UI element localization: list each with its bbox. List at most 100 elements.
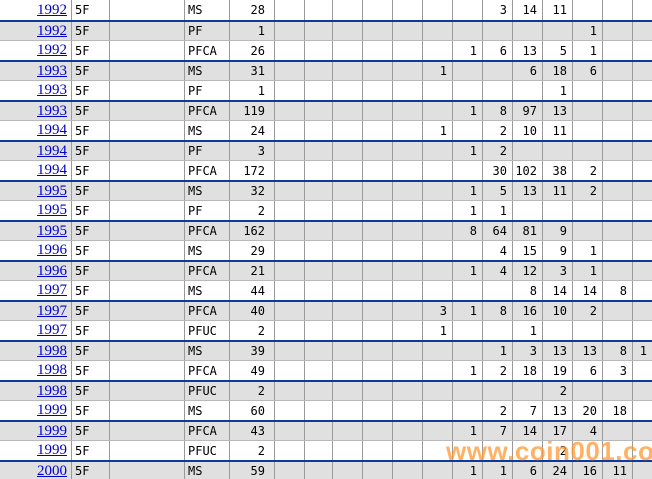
grade-cell: 6 — [483, 41, 513, 60]
grade-cell: 19 — [543, 361, 573, 380]
grade-cell — [573, 0, 603, 20]
grade-cell — [393, 41, 423, 60]
grade-cell: 13 — [543, 401, 573, 420]
total-cell-text: 21 — [250, 264, 265, 278]
variety-cell — [110, 182, 185, 200]
year-link[interactable]: 1996 — [37, 242, 67, 258]
grade-cell — [543, 142, 573, 160]
grade-cell-text: 1 — [499, 203, 507, 218]
type-cell: MS — [185, 281, 230, 300]
variety-cell — [110, 422, 185, 440]
year-link[interactable]: 1998 — [37, 342, 67, 359]
year-link[interactable]: 1995 — [37, 202, 67, 218]
grade-cell — [363, 361, 393, 380]
variety-cell — [110, 81, 185, 100]
grade-cell — [633, 81, 652, 100]
grade-cell — [393, 0, 423, 20]
year-link[interactable]: 1996 — [37, 262, 67, 279]
grade-cell — [573, 441, 603, 460]
year-link[interactable]: 1993 — [37, 102, 67, 119]
grade-cell-text: 1 — [439, 123, 447, 138]
year-cell: 1994 — [0, 161, 72, 180]
year-link[interactable]: 1992 — [37, 1, 67, 18]
type-cell: MS — [185, 121, 230, 140]
grade-cell — [305, 321, 333, 340]
table-row: 1998 5F MS 39 1 3 13 13 8 1 — [0, 340, 652, 360]
grade-cell — [363, 241, 393, 260]
total-cell-text: 39 — [250, 344, 265, 358]
variety-cell — [110, 281, 185, 300]
grade-cell — [305, 182, 333, 200]
year-link[interactable]: 1992 — [37, 22, 67, 39]
grade-cell: 1 — [423, 321, 453, 340]
variety-cell — [110, 361, 185, 380]
grade-cell — [305, 0, 333, 20]
grade-cell — [393, 462, 423, 479]
type-cell: PFCA — [185, 262, 230, 280]
year-link[interactable]: 1994 — [37, 142, 67, 159]
grade-cell-text: 6 — [529, 464, 537, 478]
year-link[interactable]: 1997 — [37, 282, 67, 298]
total-cell-text: 2 — [257, 203, 265, 218]
denomination-cell: 5F — [72, 62, 110, 80]
grade-cell: 5 — [543, 41, 573, 60]
grade-cell — [333, 361, 363, 380]
year-cell: 1993 — [0, 62, 72, 80]
year-cell: 1999 — [0, 422, 72, 440]
grade-cell — [275, 62, 305, 80]
type-cell: PFUC — [185, 321, 230, 340]
year-link[interactable]: 1992 — [37, 42, 67, 58]
variety-cell — [110, 321, 185, 340]
grade-cell: 14 — [513, 0, 543, 20]
grade-cell: 2 — [573, 302, 603, 320]
grade-cell-text: 8 — [619, 344, 627, 358]
year-link[interactable]: 1993 — [37, 82, 67, 98]
grade-cell — [543, 201, 573, 220]
denomination-cell-text: 5F — [75, 243, 90, 258]
grade-cell-text: 1 — [499, 464, 507, 478]
denomination-cell: 5F — [72, 102, 110, 120]
grade-cell — [633, 462, 652, 479]
grade-cell — [483, 81, 513, 100]
grade-cell — [363, 222, 393, 240]
year-link[interactable]: 1994 — [37, 122, 67, 138]
total-cell-text: 162 — [243, 224, 265, 238]
year-link[interactable]: 1998 — [37, 382, 67, 399]
year-link[interactable]: 1999 — [37, 402, 67, 418]
year-link[interactable]: 1999 — [37, 442, 67, 458]
year-link[interactable]: 1993 — [37, 62, 67, 79]
grade-cell-text: 1 — [439, 64, 447, 78]
grade-cell — [603, 302, 633, 320]
grade-cell: 102 — [513, 161, 543, 180]
type-cell-text: PFUC — [188, 443, 217, 458]
grade-cell — [275, 102, 305, 120]
year-link[interactable]: 2000 — [37, 462, 67, 479]
table-row: 1999 5F PFCA 43 1 7 14 17 4 — [0, 420, 652, 440]
year-link[interactable]: 1998 — [37, 362, 67, 378]
grade-cell: 8 — [483, 102, 513, 120]
grade-cell-text: 4 — [499, 243, 507, 258]
grade-cell-text: 12 — [522, 264, 537, 278]
grade-cell — [453, 441, 483, 460]
year-link[interactable]: 1999 — [37, 422, 67, 439]
grade-cell — [333, 462, 363, 479]
year-link[interactable]: 1995 — [37, 182, 67, 199]
grade-cell — [305, 302, 333, 320]
grade-cell — [633, 222, 652, 240]
grade-cell-text: 14 — [582, 283, 597, 298]
denomination-cell-text: 5F — [75, 123, 90, 138]
year-link[interactable]: 1997 — [37, 322, 67, 338]
variety-cell — [110, 401, 185, 420]
type-cell: PFUC — [185, 382, 230, 400]
denomination-cell-text: 5F — [75, 144, 90, 158]
grade-cell — [633, 382, 652, 400]
year-link[interactable]: 1995 — [37, 222, 67, 239]
year-link[interactable]: 1994 — [37, 162, 67, 178]
type-cell-text: MS — [188, 283, 203, 298]
year-link[interactable]: 1997 — [37, 302, 67, 319]
grade-cell — [573, 382, 603, 400]
grade-cell — [633, 321, 652, 340]
denomination-cell-text: 5F — [75, 283, 90, 298]
total-cell-text: 32 — [250, 184, 265, 198]
grade-cell-text: 1 — [469, 203, 477, 218]
